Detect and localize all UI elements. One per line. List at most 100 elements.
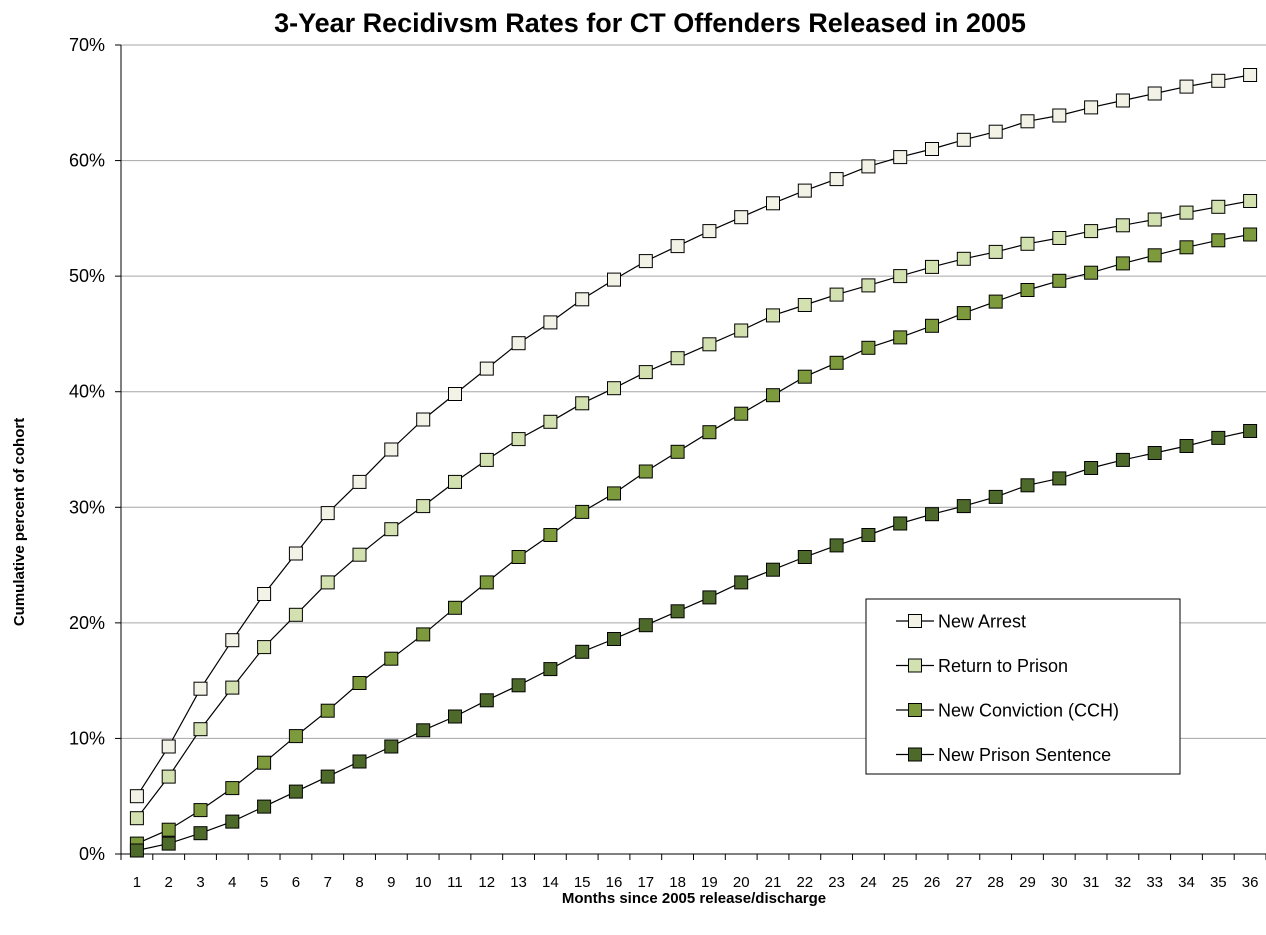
data-point [448, 600, 462, 615]
x-tick-label: 12 [478, 874, 495, 891]
x-tick-label: 34 [1178, 874, 1195, 891]
data-point [193, 722, 208, 737]
data-point [288, 784, 303, 799]
x-tick-label: 6 [292, 874, 300, 891]
data-point [384, 651, 399, 666]
data-point [543, 528, 558, 542]
x-tick-label: 17 [637, 874, 654, 891]
data-point [448, 474, 462, 489]
data-point [225, 814, 240, 829]
data-point [829, 538, 844, 553]
data-point [161, 769, 176, 784]
data-point [543, 315, 558, 330]
x-tick-label: 23 [828, 874, 845, 891]
data-point [352, 474, 367, 489]
x-tick-label: 35 [1210, 874, 1227, 891]
data-point [766, 388, 780, 403]
y-tick-label: 70% [69, 35, 105, 55]
data-point [257, 587, 272, 601]
data-point [479, 575, 494, 590]
data-point [1211, 73, 1226, 88]
data-point [257, 640, 272, 655]
y-tick-label: 30% [69, 497, 105, 517]
x-tick-label: 25 [892, 874, 909, 891]
data-point [1052, 273, 1067, 288]
data-point [607, 486, 621, 501]
data-point [956, 132, 971, 147]
legend-item: Return to Prison [896, 656, 1068, 676]
x-tick-label: 3 [196, 874, 204, 891]
data-point [702, 590, 717, 605]
data-point [861, 528, 876, 542]
series-4 [129, 424, 1258, 858]
data-point [448, 387, 462, 401]
y-tick-label: 20% [69, 613, 105, 633]
data-point [1020, 236, 1035, 251]
data-point [893, 516, 908, 531]
data-point [702, 337, 717, 352]
data-point [257, 755, 272, 770]
data-point [1179, 79, 1194, 94]
x-tick-label: 27 [956, 874, 973, 891]
x-tick-label: 9 [387, 874, 395, 891]
data-point [511, 336, 526, 351]
data-point [543, 414, 558, 429]
data-point [607, 381, 621, 396]
data-point [638, 365, 653, 380]
x-tick-label: 18 [669, 874, 686, 891]
data-point [479, 693, 494, 708]
data-point [416, 499, 431, 514]
data-point [1211, 233, 1226, 248]
data-point [1147, 248, 1162, 263]
x-tick-label: 16 [606, 874, 623, 891]
data-point [129, 811, 144, 826]
series-3 [129, 227, 1258, 851]
data-point [797, 550, 812, 564]
legend-label: Return to Prison [938, 656, 1068, 676]
data-point [988, 124, 1003, 139]
data-point [829, 355, 844, 370]
data-point [861, 278, 876, 293]
chart-title: 3-Year Recidivsm Rates for CT Offenders … [274, 8, 1026, 38]
data-point [1179, 439, 1194, 453]
data-point [1179, 240, 1194, 255]
data-point [1020, 478, 1035, 493]
data-point [193, 681, 208, 696]
legend-box [865, 598, 1181, 775]
gridlines [121, 44, 1266, 739]
data-point [797, 183, 812, 198]
legend-marker [908, 703, 922, 717]
data-point [1115, 93, 1130, 108]
y-tick-label: 50% [69, 266, 105, 286]
y-tick-label: 60% [69, 151, 105, 171]
y-tick-label: 40% [69, 382, 105, 402]
data-point [384, 442, 399, 457]
data-point [797, 298, 812, 312]
data-point [288, 546, 303, 561]
x-tick-label: 26 [924, 874, 941, 891]
data-point [670, 604, 685, 619]
data-point [956, 251, 971, 266]
x-tick-label: 24 [860, 874, 877, 891]
data-point [925, 142, 939, 156]
data-point [988, 294, 1003, 309]
data-point [511, 678, 526, 693]
y-axis-ticks: 0% 10% 20% 30% 40% 50% 60% 70% [69, 35, 121, 864]
legend-item: New Conviction (CCH) [896, 701, 1119, 721]
data-point [893, 150, 908, 165]
data-point [225, 633, 240, 648]
data-point [1084, 100, 1099, 115]
x-tick-label: 20 [733, 874, 750, 891]
legend-marker [908, 614, 922, 628]
data-point [797, 369, 812, 384]
data-point [352, 676, 367, 690]
data-point [352, 754, 367, 769]
data-point [448, 709, 462, 724]
data-point [766, 196, 780, 211]
data-point [511, 432, 526, 447]
data-point [575, 292, 590, 307]
x-axis-ticks: 1 2 3 4 5 6 7 8 9 10 11 12 13 14 15 16 17 18 19 20 21 22 23 24 2… [120, 854, 1266, 891]
x-tick-label: 30 [1051, 874, 1068, 891]
data-point [320, 769, 335, 784]
